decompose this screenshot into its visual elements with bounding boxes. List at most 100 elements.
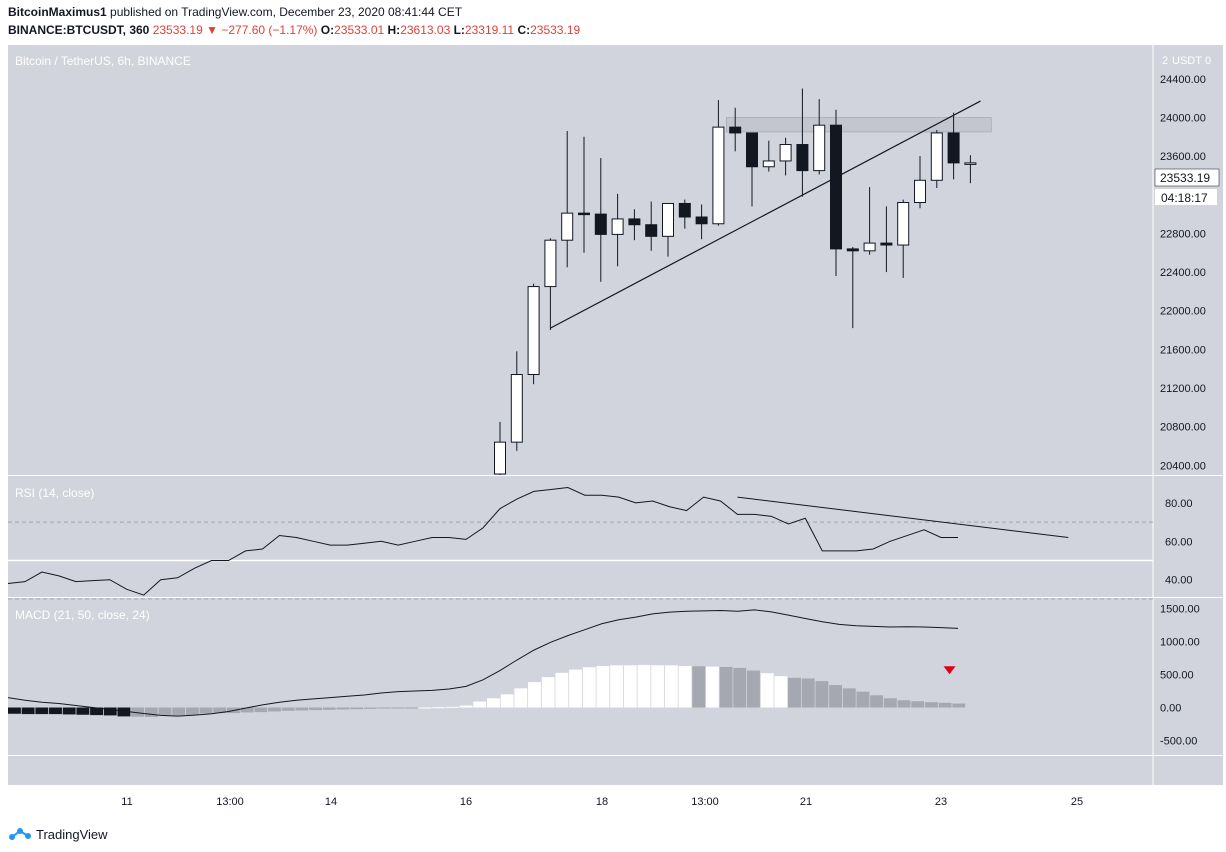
- macd-pane: -500.00 0.00 500.00 1000.00 1500.00: [7, 604, 1200, 747]
- symbol-label[interactable]: BINANCE:BTCUSDT, 360: [8, 23, 150, 37]
- macd-histogram-bar: [815, 681, 829, 708]
- macd-histogram-bar: [185, 707, 199, 716]
- macd-tick-label: 500.00: [1160, 670, 1194, 682]
- macd-histogram-bar: [350, 707, 364, 710]
- candle: [494, 421, 506, 475]
- macd-histogram-bar: [199, 707, 213, 714]
- candle: [594, 158, 607, 282]
- rsi-tick-label: 60.00: [1165, 536, 1193, 548]
- candle: [729, 107, 742, 152]
- price-tick-label: 23600.00: [1160, 151, 1206, 163]
- macd-histogram-bar: [295, 707, 309, 711]
- candle-body: [796, 144, 809, 172]
- macd-histogram-bar: [322, 707, 336, 710]
- candle: [510, 351, 523, 451]
- macd-histogram-bar: [281, 707, 295, 711]
- price-tick-label: 24000.00: [1160, 112, 1206, 124]
- price-tick-label: 20800.00: [1160, 422, 1206, 434]
- macd-histogram-bar: [528, 682, 541, 708]
- time-tick-label: 23: [935, 796, 947, 808]
- candle-body: [964, 162, 977, 165]
- chart-background: [8, 45, 1223, 786]
- macd-histogram-bar: [760, 673, 774, 708]
- open-value: 23533.01: [334, 23, 385, 37]
- candle-body: [947, 132, 960, 164]
- macd-histogram-bar: [377, 707, 391, 709]
- candle: [628, 209, 641, 241]
- macd-histogram-bar: [76, 707, 90, 715]
- last-price-label: 23533.19 04:18:17: [1154, 168, 1220, 205]
- tradingview-logo-icon: [9, 828, 31, 840]
- price-tick-label: 22400.00: [1160, 267, 1206, 279]
- price-trendline[interactable]: [550, 100, 981, 329]
- time-tick-label: 21: [800, 796, 812, 808]
- footer-brand-text: TradingView: [36, 826, 108, 842]
- candle: [813, 99, 826, 175]
- macd-histogram-bar: [459, 705, 473, 708]
- macd-tick-label: -500.00: [1160, 735, 1197, 747]
- macd-histogram-bar: [240, 707, 254, 713]
- candle: [830, 109, 842, 276]
- candle: [662, 202, 674, 257]
- macd-title: MACD (21, 50, close, 24): [15, 608, 150, 622]
- macd-histogram-bar: [213, 707, 227, 714]
- macd-histogram-bar: [651, 665, 665, 708]
- macd-histogram-bar: [445, 706, 459, 708]
- candle-body: [645, 224, 658, 237]
- candle-body: [746, 132, 758, 168]
- macd-line: [7, 609, 959, 717]
- candle: [846, 246, 859, 329]
- candle: [779, 137, 792, 176]
- macd-histogram-bar: [172, 707, 186, 716]
- time-tick-label: 18: [596, 796, 608, 808]
- candle-body: [897, 202, 910, 246]
- candle-body: [678, 202, 691, 218]
- macd-histogram-bar: [883, 698, 897, 708]
- candle-body: [578, 212, 590, 216]
- candle-body: [762, 160, 775, 168]
- candle: [527, 283, 540, 385]
- macd-histogram-bar: [692, 666, 706, 708]
- macd-histogram-bar: [555, 672, 569, 708]
- last-price: 23533.19: [152, 23, 203, 37]
- macd-histogram-bar: [870, 695, 884, 708]
- candle-body: [561, 212, 574, 241]
- footer-brand[interactable]: TradingView: [8, 826, 108, 842]
- macd-histogram-bar: [35, 707, 49, 715]
- candle: [897, 199, 910, 278]
- ohlc-header: BINANCE:BTCUSDT, 360 23533.19 ▼ −277.60 …: [8, 23, 580, 37]
- macd-histogram-bar: [500, 694, 514, 708]
- macd-histogram-bar: [842, 688, 856, 708]
- currency-label[interactable]: USDT: [1172, 55, 1202, 67]
- time-tick-label: 13:00: [216, 796, 244, 808]
- candle: [678, 199, 691, 229]
- last-price-text: 23533.19: [1160, 171, 1210, 185]
- macd-histogram-bar: [788, 677, 801, 708]
- macd-histogram-bar: [268, 707, 281, 712]
- candle-body: [729, 126, 742, 134]
- ascending-trendline: [550, 100, 981, 329]
- price-tick-label: 22000.00: [1160, 306, 1206, 318]
- candle: [712, 100, 725, 226]
- close-value: 23533.19: [530, 23, 581, 37]
- macd-tick-label: 0.00: [1160, 703, 1181, 715]
- author-name[interactable]: BitcoinMaximus1: [8, 5, 107, 19]
- candle: [544, 238, 557, 331]
- rsi-tick-label: 80.00: [1165, 498, 1193, 510]
- macd-histogram-bar: [391, 707, 405, 709]
- candle: [578, 136, 590, 253]
- candle: [796, 88, 809, 197]
- macd-histogram-bar: [678, 665, 692, 708]
- candle-body: [494, 441, 506, 475]
- macd-histogram-bar: [856, 691, 870, 708]
- candle: [863, 187, 876, 255]
- price-change: −277.60 (−1.17%): [221, 23, 318, 37]
- macd-histogram-bar: [829, 685, 843, 708]
- published-text: published on TradingView.com, December 2…: [110, 5, 463, 19]
- macd-tick-label: 1000.00: [1160, 637, 1200, 649]
- macd-histogram-bar: [733, 667, 747, 708]
- macd-histogram-bar: [158, 707, 172, 716]
- candle-body: [594, 213, 607, 235]
- candle-body: [914, 179, 926, 204]
